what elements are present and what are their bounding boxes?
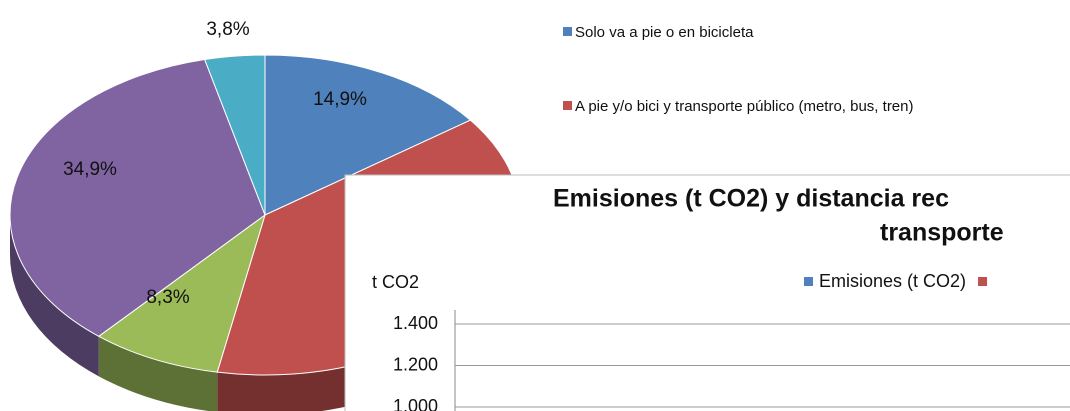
pie-slice [97,213,266,373]
legend-swatch [563,27,572,36]
legend-swatch [978,277,988,286]
data-label: 14,9% [313,89,367,110]
chart-title: transporte [880,219,1004,247]
legend-label: Solo va a pie o en bicicleta [575,24,754,41]
legend-label: Emisiones (t CO2) [819,271,966,291]
bar-chart: Emisiones (t CO2) y distancia rec transp… [344,174,1070,411]
data-label: 3,8% [206,19,249,40]
y-tick-label: 1.200 [393,354,438,374]
pie-slice [9,58,266,337]
pie-side [98,336,218,411]
pie-legend: Solo va a pie o en bicicleta A pie y/o bi… [563,24,914,115]
chart-frame [344,174,1070,411]
y-tick-label: 1.000 [393,396,438,411]
y-axis-label: t CO2 [372,272,419,292]
legend-swatch [563,101,572,110]
legend-swatch [804,277,813,286]
pie-slice [264,54,472,216]
y-tick-label: 1.400 [393,313,438,333]
data-label: 34,9% [63,159,117,180]
pie-slice [204,54,266,216]
legend-label: A pie y/o bici y transporte público (met… [575,98,914,115]
chart-title: Emisiones (t CO2) y distancia rec [553,185,949,213]
data-label: 8,3% [146,287,189,308]
pie-side [10,215,99,377]
